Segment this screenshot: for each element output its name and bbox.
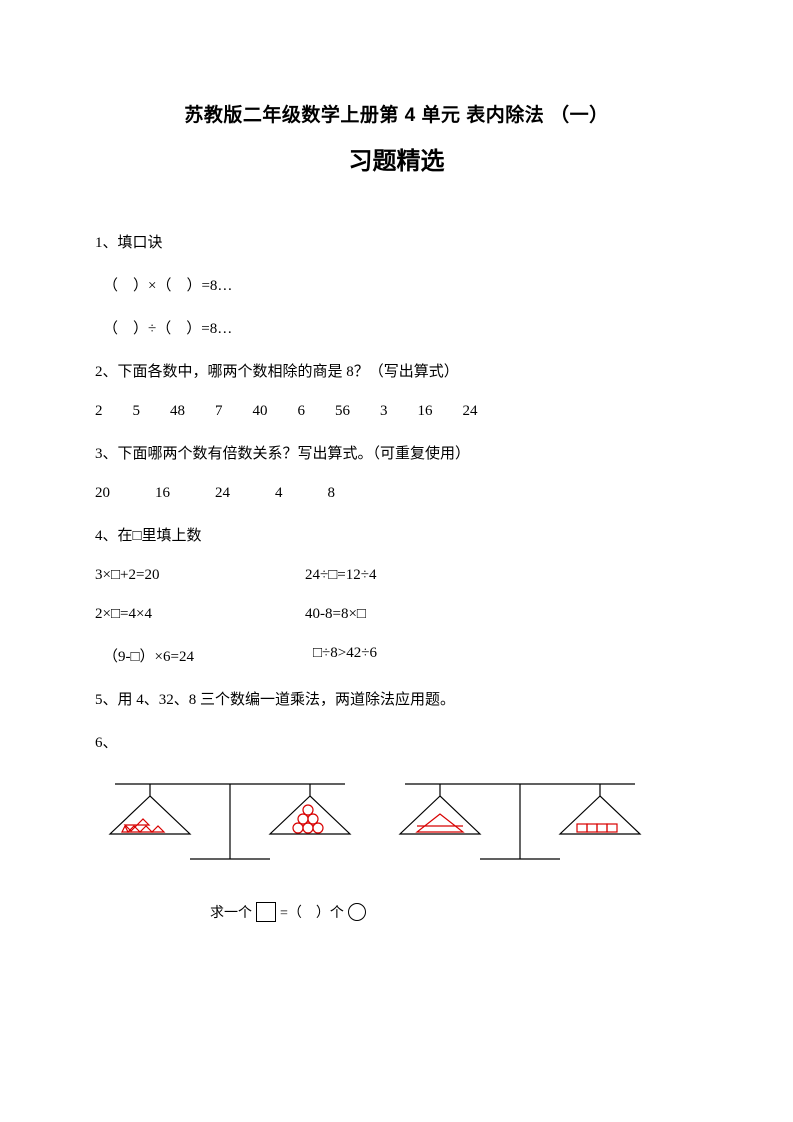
caption-mid: =（ ）个 [280, 902, 344, 922]
q4-row2b: 40-8=8×□ [305, 606, 366, 623]
doc-title-line2: 习题精选 [95, 141, 698, 176]
q4-row2a: 2×□=4×4 [95, 606, 305, 623]
q3-label: 3、下面哪两个数有倍数关系？写出算式。（可重复使用） [95, 442, 698, 463]
q4-label: 4、在□里填上数 [95, 524, 698, 545]
balance-diagram [95, 774, 698, 884]
q1-eq-b: （ ）÷（ ）=8… [95, 317, 698, 338]
doc-title-line1: 苏教版二年级数学上册第 4 单元 表内除法 （一） [95, 100, 698, 127]
q4-row3: （9-□）×6=24 □÷8>42÷6 [95, 645, 698, 666]
caption-prefix: 求一个 [210, 902, 252, 922]
q4-row3a: （9-□）×6=24 [95, 645, 313, 666]
page: 苏教版二年级数学上册第 4 单元 表内除法 （一） 习题精选 1、填口诀 （ ）… [0, 0, 793, 922]
q4-row1b: 24÷□=12÷4 [305, 567, 376, 584]
q6-label: 6、 [95, 731, 698, 752]
q1-eq-a: （ ）×（ ）=8… [95, 274, 698, 295]
q4-row3b: □÷8>42÷6 [313, 645, 377, 666]
q4-row2: 2×□=4×4 40-8=8×□ [95, 606, 698, 623]
q1-label: 1、填口诀 [95, 231, 698, 252]
q3-numbers: 20 16 24 4 8 [95, 485, 698, 502]
q6-caption: 求一个 =（ ）个 [95, 902, 698, 922]
q2-label: 2、下面各数中，哪两个数相除的商是 8？（写出算式） [95, 360, 698, 381]
q4-row1: 3×□+2=20 24÷□=12÷4 [95, 567, 698, 584]
q2-numbers: 2 5 48 7 40 6 56 3 16 24 [95, 403, 698, 420]
q4-row1a: 3×□+2=20 [95, 567, 305, 584]
q5-label: 5、用 4、32、8 三个数编一道乘法，两道除法应用题。 [95, 688, 698, 709]
square-icon [256, 902, 276, 922]
circle-icon [348, 903, 366, 921]
